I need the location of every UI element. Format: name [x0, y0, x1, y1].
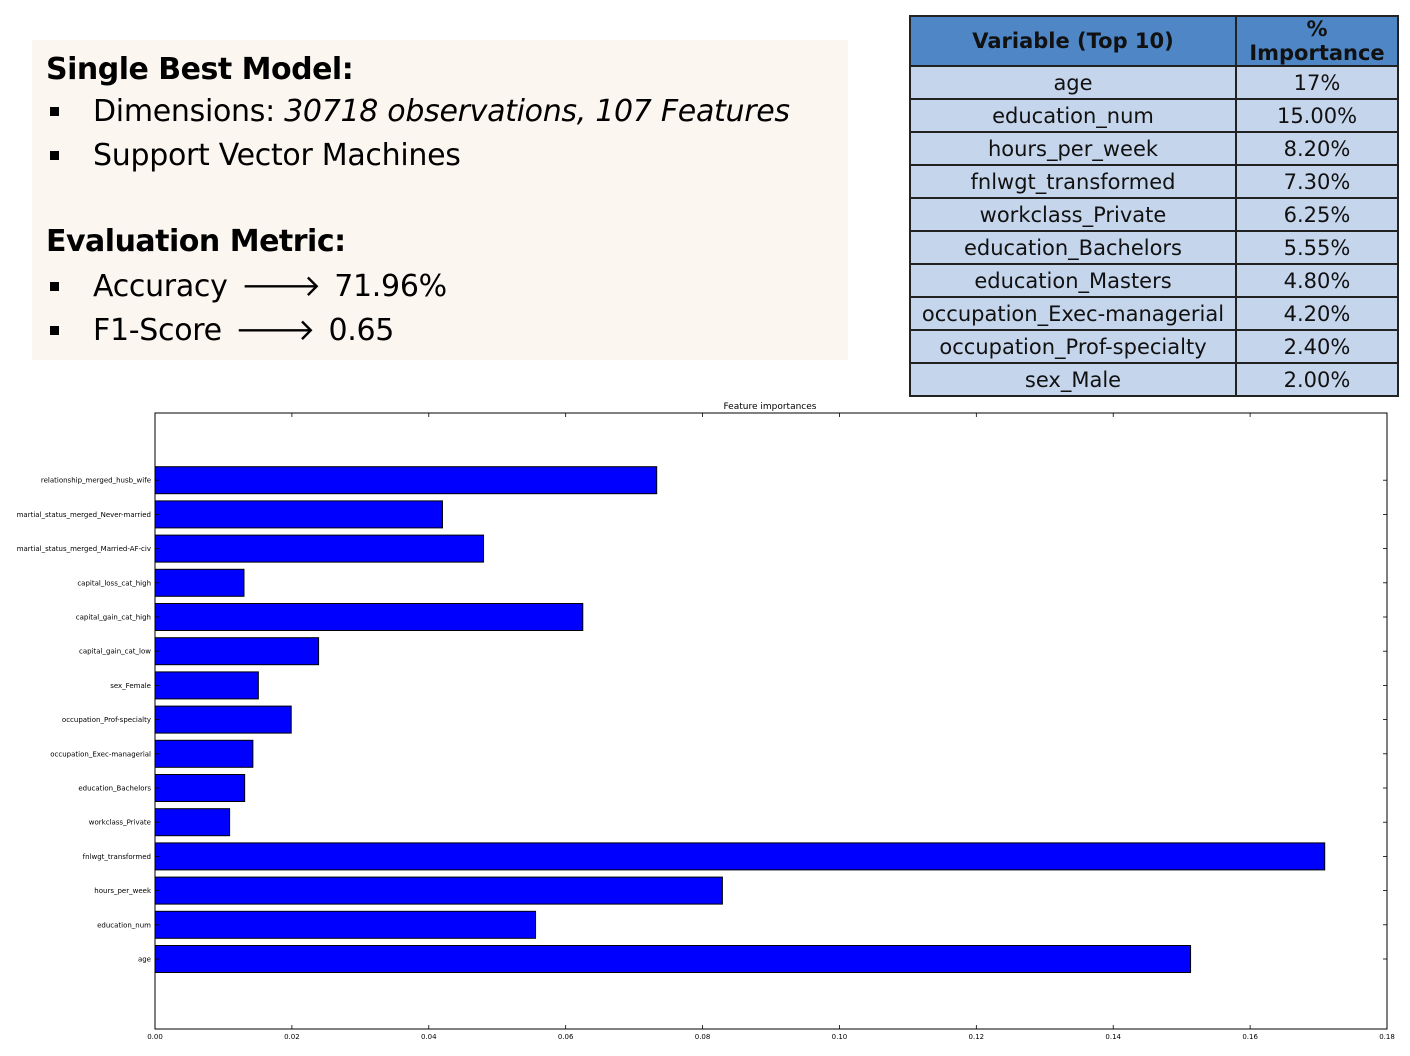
bar-relationship_merged_husb_wife [154, 466, 658, 495]
y-tick-label: capital_loss_cat_high [77, 579, 151, 587]
table-row: education_Bachelors 5.55% [909, 230, 1399, 265]
bar-martial_status_merged_Never-married [154, 500, 443, 529]
accuracy-bullet: Accuracy 🡒 71.96% [48, 268, 447, 304]
y-tick-label: martial_status_merged_Never-married [17, 511, 151, 519]
bar-age [154, 945, 1192, 973]
bar-education_num [154, 910, 537, 939]
bar-capital_loss_cat_high [154, 568, 245, 597]
x-tick-label: 0.02 [284, 1033, 300, 1041]
variable-cell: education_Masters [909, 263, 1237, 298]
variable-column-header: Variable (Top 10) [909, 15, 1237, 67]
table-header-row: Variable (Top 10) % Importance [909, 15, 1399, 67]
y-tick-label: age [138, 956, 151, 964]
importance-cell: 5.55% [1235, 230, 1399, 265]
bar-capital_gain_cat_high [154, 603, 584, 631]
y-tick-label: capital_gain_cat_high [76, 614, 151, 622]
plot-frame [154, 412, 1388, 1030]
y-tick-label: education_Bachelors [78, 785, 151, 793]
bar-occupation_Exec-managerial [154, 739, 254, 768]
f1-label: F1-Score [93, 313, 222, 348]
model-bullet: Support Vector Machines [48, 138, 461, 173]
bar-capital_gain_cat_low [154, 637, 320, 666]
x-tick-label: 0.12 [969, 1033, 985, 1041]
chart-title: Feature importances [724, 402, 817, 412]
y-tick-label: education_num [97, 921, 151, 929]
bullet-square-icon [50, 107, 59, 116]
dimensions-bullet: Dimensions: 30718 observations, 107 Feat… [48, 94, 790, 129]
bar-occupation_Prof-specialty [154, 705, 292, 734]
variable-cell: education_num [909, 98, 1237, 133]
variable-cell: occupation_Exec-managerial [909, 296, 1237, 331]
y-tick-label: workclass_Private [89, 819, 151, 827]
bullet-square-icon [50, 325, 59, 335]
table-row: age 17% [909, 65, 1399, 100]
x-tick-label: 0.00 [147, 1033, 163, 1041]
importance-cell: 7.30% [1235, 164, 1399, 199]
accuracy-value: 71.96% [334, 269, 447, 304]
right-arrow-icon: 🡒 [235, 313, 316, 348]
y-tick-label: fnlwgt_transformed [83, 853, 151, 861]
y-tick-label: relationship_merged_husb_wife [41, 477, 151, 485]
table-row: sex_Male 2.00% [909, 362, 1399, 397]
dimensions-label: Dimensions: [93, 94, 285, 129]
x-tick-label: 0.10 [832, 1033, 848, 1041]
variable-cell: workclass_Private [909, 197, 1237, 232]
y-tick-label: sex_Female [110, 682, 151, 690]
importance-cell: 6.25% [1235, 197, 1399, 232]
bullet-square-icon [50, 281, 59, 291]
y-tick-label: occupation_Prof-specialty [62, 716, 151, 724]
importance-column-header: % Importance [1235, 15, 1399, 67]
bullet-square-icon [50, 151, 59, 160]
x-tick-label: 0.14 [1105, 1033, 1121, 1041]
importance-cell: 2.40% [1235, 329, 1399, 364]
accuracy-label: Accuracy [93, 269, 228, 304]
variable-cell: education_Bachelors [909, 230, 1237, 265]
importance-cell: 8.20% [1235, 131, 1399, 166]
x-tick-label: 0.04 [421, 1033, 437, 1041]
bar-sex_Female [154, 671, 259, 700]
bar-martial_status_merged_Married-AF-civ [154, 534, 485, 563]
variable-cell: age [909, 65, 1237, 100]
importance-cell: 4.20% [1235, 296, 1399, 331]
single-best-model-heading: Single Best Model: [46, 52, 354, 87]
right-arrow-icon: 🡒 [240, 269, 321, 304]
f1-bullet: F1-Score 🡒 0.65 [48, 312, 394, 348]
bar-education_Bachelors [154, 774, 246, 802]
top10-importance-table: Variable (Top 10) % Importance age 17% ed… [909, 15, 1399, 397]
y-tick-label: martial_status_merged_Married-AF-civ [17, 545, 151, 553]
importance-cell: 15.00% [1235, 98, 1399, 133]
model-summary-panel: Single Best Model: Dimensions: 30718 obs… [32, 40, 848, 360]
variable-cell: sex_Male [909, 362, 1237, 397]
x-tick-label: 0.18 [1379, 1033, 1395, 1041]
model-name: Support Vector Machines [93, 138, 461, 173]
variable-cell: occupation_Prof-specialty [909, 329, 1237, 364]
table-row: fnlwgt_transformed 7.30% [909, 164, 1399, 199]
f1-value: 0.65 [328, 313, 395, 348]
table-row: education_num 15.00% [909, 98, 1399, 133]
y-tick-label: hours_per_week [94, 887, 152, 895]
importance-cell: 2.00% [1235, 362, 1399, 397]
dimensions-value: 30718 observations, 107 Features [284, 94, 790, 129]
x-tick-label: 0.16 [1242, 1033, 1258, 1041]
y-tick-label: capital_gain_cat_low [79, 648, 151, 656]
variable-cell: fnlwgt_transformed [909, 164, 1237, 199]
x-tick-label: 0.06 [558, 1033, 574, 1041]
table-row: workclass_Private 6.25% [909, 197, 1399, 232]
table-row: occupation_Prof-specialty 2.40% [909, 329, 1399, 364]
bar-workclass_Private [154, 808, 231, 837]
table-row: education_Masters 4.80% [909, 263, 1399, 298]
importance-cell: 17% [1235, 65, 1399, 100]
bar-fnlwgt_transformed [154, 842, 1326, 871]
table-row: occupation_Exec-managerial 4.20% [909, 296, 1399, 331]
bar-hours_per_week [154, 876, 723, 905]
x-tick-label: 0.08 [695, 1033, 711, 1041]
feature-importances-chart: Feature importances age education_num hour… [17, 402, 1395, 1041]
evaluation-metric-heading: Evaluation Metric: [46, 224, 346, 259]
y-tick-label: occupation_Exec-managerial [50, 750, 151, 758]
variable-cell: hours_per_week [909, 131, 1237, 166]
table-row: hours_per_week 8.20% [909, 131, 1399, 166]
importance-cell: 4.80% [1235, 263, 1399, 298]
